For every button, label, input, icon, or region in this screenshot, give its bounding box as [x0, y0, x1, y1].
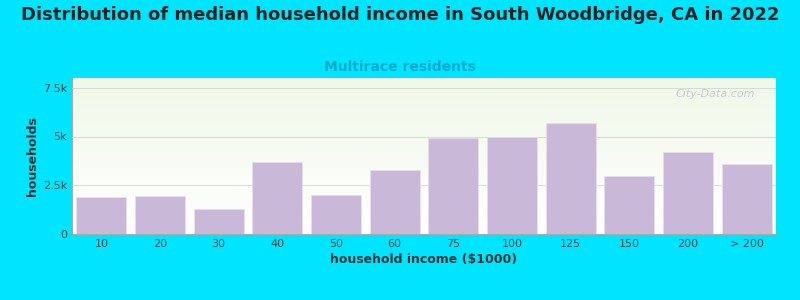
Text: Distribution of median household income in South Woodbridge, CA in 2022: Distribution of median household income … — [21, 6, 779, 24]
Bar — [722, 164, 771, 234]
Bar — [370, 170, 419, 234]
Y-axis label: households: households — [26, 116, 38, 196]
Bar — [194, 209, 243, 234]
Bar — [77, 197, 126, 234]
Bar — [429, 138, 478, 234]
Bar — [311, 195, 361, 234]
Bar — [135, 196, 185, 234]
Bar — [487, 136, 537, 234]
Bar — [605, 176, 654, 234]
Bar — [546, 123, 595, 234]
Bar — [253, 162, 302, 234]
X-axis label: household income ($1000): household income ($1000) — [330, 253, 518, 266]
Text: City-Data.com: City-Data.com — [675, 89, 755, 99]
Text: Multirace residents: Multirace residents — [324, 60, 476, 74]
Bar — [663, 152, 713, 234]
